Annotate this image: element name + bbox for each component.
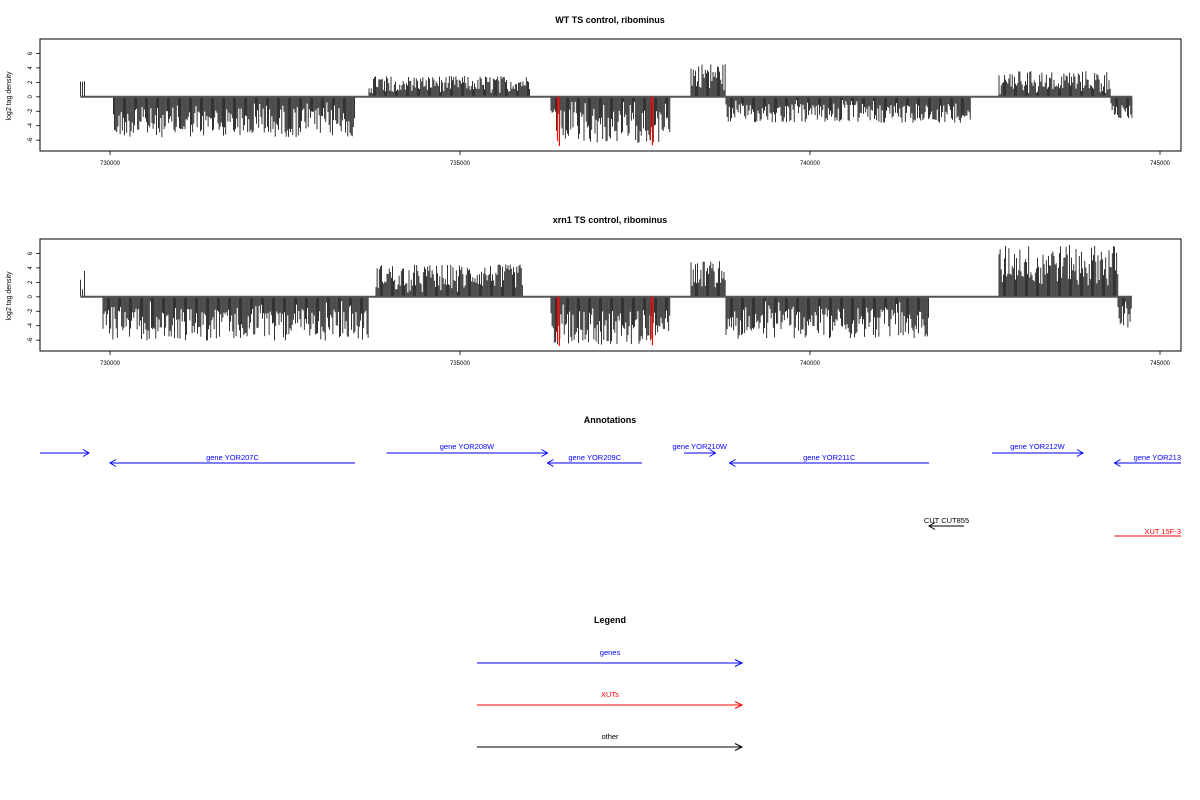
y-tick-label: 6: [28, 51, 34, 55]
y-tick-label: -6: [28, 137, 34, 143]
bars-xrn1: [80, 244, 1132, 346]
annotation-label: gene YOR208W: [440, 442, 495, 451]
y-tick-label: 0: [28, 294, 34, 298]
annotation-label: gene YOR207C: [206, 453, 259, 462]
legend-label: XUTs: [601, 690, 619, 699]
xrn1-coverage-panel: xrn1 TS control, ribominus log2 tag dens…: [6, 215, 1182, 367]
annotation-arrowhead: [728, 459, 736, 467]
y-axis-wt: -6 -4 -2 0 2 4 6: [28, 51, 41, 143]
legend-items: genes XUTs other: [477, 648, 744, 751]
x-axis-xrn1: 730000 735000 740000 745000: [100, 351, 1171, 367]
y-tick-label: 2: [28, 80, 34, 84]
annotation-arrowhead: [109, 459, 117, 467]
panel-title-xrn1: xrn1 TS control, ribominus: [553, 215, 668, 225]
x-tick-label: 740000: [800, 161, 821, 167]
legend-arrowhead: [734, 701, 744, 709]
bars-wt: [80, 64, 1133, 146]
wt-coverage-panel: WT TS control, ribominus log2 tag densit…: [6, 15, 1182, 167]
x-tick-label: 730000: [100, 161, 121, 167]
annotations-title: Annotations: [584, 415, 637, 425]
y-axis-label-wt: log2 tag density: [6, 71, 13, 121]
annotation-arrowhead: [541, 449, 549, 457]
y-tick-label: -6: [28, 337, 34, 343]
x-tick-label: 730000: [100, 361, 121, 367]
y-tick-label: 4: [28, 66, 34, 70]
y-tick-label: 6: [28, 251, 34, 255]
y-tick-label: -2: [28, 308, 34, 314]
annotation-label: gene YOR209C: [568, 453, 621, 462]
annotation-arrowhead: [1113, 459, 1121, 467]
legend-label: genes: [600, 648, 621, 657]
y-tick-label: -4: [28, 322, 34, 328]
y-axis-label-xrn1: log2 tag density: [6, 271, 13, 321]
annotation-label: gene YOR210W: [673, 442, 728, 451]
panel-title-wt: WT TS control, ribominus: [555, 15, 665, 25]
annotation-arrowhead: [546, 459, 554, 467]
annotation-arrowhead: [928, 522, 936, 530]
y-tick-label: -4: [28, 122, 34, 128]
y-tick-label: 4: [28, 266, 34, 270]
annotation-label: CUT CUT855: [924, 516, 969, 525]
annotation-label: gene YOR213: [1134, 453, 1181, 462]
annotation-label: XUT 15F-3: [1144, 527, 1181, 536]
x-tick-label: 740000: [800, 361, 821, 367]
x-axis-wt: 730000 735000 740000 745000: [100, 151, 1171, 167]
legend-label: other: [601, 732, 619, 741]
x-tick-label: 735000: [450, 161, 471, 167]
legend-arrowhead: [734, 743, 744, 751]
y-tick-label: 2: [28, 280, 34, 284]
annotation-label: gene YOR211C: [803, 453, 856, 462]
x-tick-label: 735000: [450, 361, 471, 367]
legend-arrowhead: [734, 659, 744, 667]
y-axis-xrn1: -6 -4 -2 0 2 4 6: [28, 251, 41, 343]
legend-title: Legend: [594, 615, 626, 625]
annotation-label: gene YOR212W: [1010, 442, 1065, 451]
annotation-arrowhead: [1076, 449, 1084, 457]
y-tick-label: 0: [28, 94, 34, 98]
annotation-arrowhead: [82, 449, 90, 457]
legend: Legend genes XUTs other: [477, 615, 744, 751]
x-tick-label: 745000: [1150, 361, 1171, 367]
y-tick-label: -2: [28, 108, 34, 114]
x-tick-label: 745000: [1150, 161, 1171, 167]
annotation-items: gene YOR207C gene YOR208W gene YOR209C gene…: [40, 442, 1181, 537]
annotation-arrowhead: [709, 449, 717, 457]
